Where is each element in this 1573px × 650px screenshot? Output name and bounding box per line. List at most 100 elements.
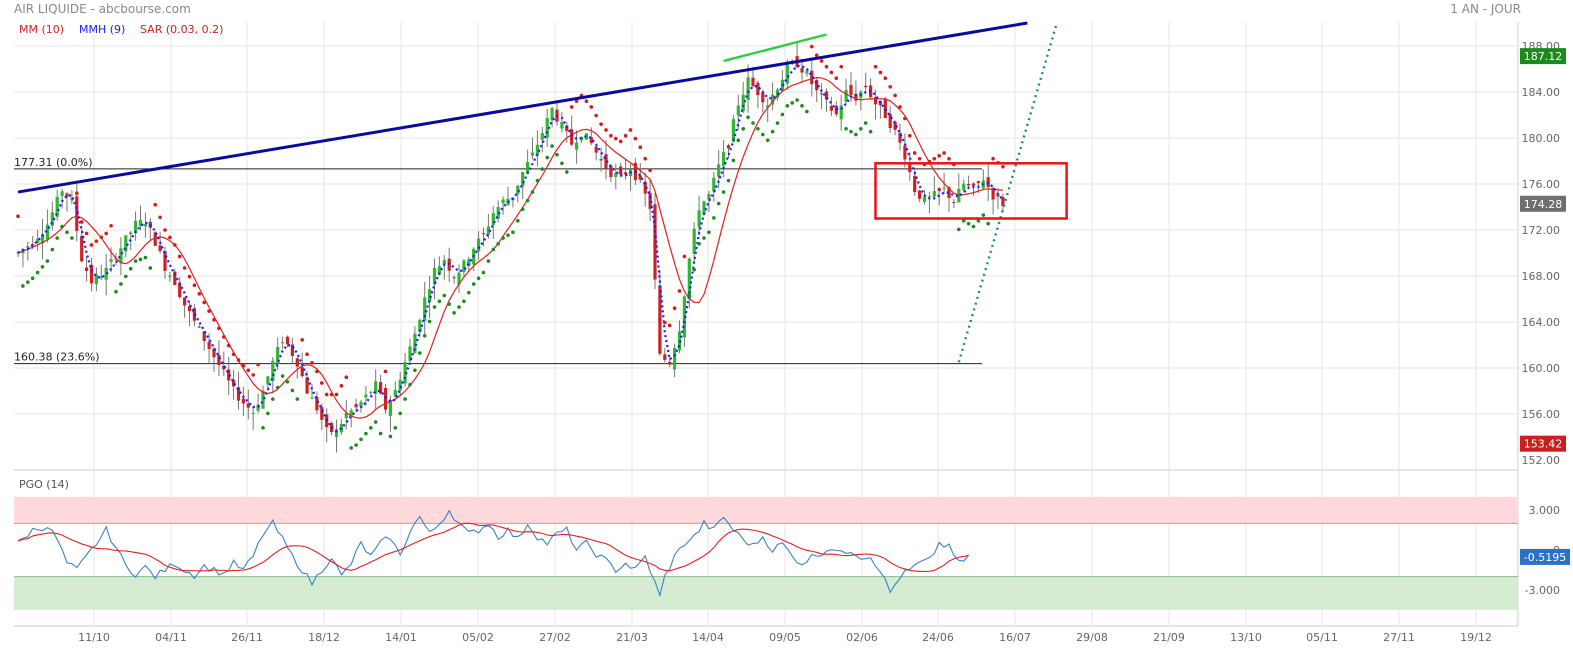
x-tick-label: 27/02 [539, 631, 571, 644]
chart-header: AIR LIQUIDE - abcbourse.com 1 AN - JOUR [0, 0, 1573, 18]
sar-dot [486, 259, 491, 263]
candle-body [369, 392, 373, 394]
sar-dot [295, 397, 300, 401]
candle-body [178, 283, 182, 298]
candle-body [878, 101, 882, 106]
candle-body [638, 175, 642, 180]
candle-body [922, 197, 927, 202]
candle-body [976, 181, 980, 184]
sar-dot [854, 132, 858, 137]
sar-dot [124, 274, 128, 279]
candle-body [864, 85, 868, 88]
sar-dot [618, 139, 623, 144]
candle-body [163, 251, 167, 271]
candle-body [717, 164, 721, 177]
candle-body [290, 344, 294, 356]
sar-dot [476, 276, 481, 281]
pgo-value-label: -0.5195 [1524, 551, 1566, 564]
candle-body [810, 70, 814, 85]
sar-dot [60, 224, 64, 229]
sar-dot [30, 276, 35, 281]
sar-dot [824, 64, 829, 69]
candle-body [437, 266, 441, 275]
x-tick-label: 09/05 [769, 631, 801, 644]
sar-dot [226, 343, 231, 348]
sar-dot [329, 392, 334, 397]
candle-body [403, 362, 407, 384]
sar-dot [26, 280, 30, 284]
sar-dot [667, 323, 672, 328]
sar-dot [432, 305, 437, 309]
y-tick-label: 152.00 [1522, 454, 1561, 467]
candle-body [883, 98, 887, 118]
pgo-line [17, 509, 970, 598]
sar-dot [761, 132, 765, 137]
sar-dot [418, 351, 422, 355]
candle-body [462, 260, 466, 273]
sar-dot [555, 152, 559, 157]
candle-body [746, 77, 750, 100]
candle-body [619, 166, 623, 175]
sar-dot [143, 255, 148, 260]
y-tick-label: 172.00 [1522, 224, 1561, 237]
sar-dot [692, 267, 696, 272]
sar-dot [741, 127, 745, 131]
candle-body [187, 306, 192, 312]
candle-body [736, 105, 740, 116]
legend-sar: SAR (0.03, 0.2) [140, 23, 223, 36]
sar-dot [721, 190, 726, 194]
sar-dot [765, 138, 770, 143]
candle-body [722, 151, 726, 166]
sar-dot [261, 426, 265, 430]
sar-dot [599, 122, 603, 126]
candle-body [962, 183, 966, 191]
sar-dot [834, 76, 839, 80]
sar-dot [888, 85, 892, 89]
candle-body [119, 248, 123, 264]
candle-body [604, 154, 608, 169]
x-tick-label: 16/07 [999, 631, 1031, 644]
sar-dot [966, 221, 971, 226]
candle-body [153, 232, 157, 246]
pgo-y-tick-label: -3.000 [1525, 584, 1560, 597]
sar-dot [383, 369, 388, 374]
candle-body [854, 93, 858, 101]
candle-body [741, 94, 745, 112]
candle-body [530, 152, 535, 156]
sar-dot [55, 236, 59, 240]
sar-dot [462, 299, 466, 304]
y-tick-label: 168.00 [1522, 270, 1561, 283]
candle-body [908, 163, 912, 173]
candle-body [918, 190, 922, 199]
candle-body [134, 220, 138, 234]
sar-dot [339, 384, 344, 388]
x-tick-label: 13/10 [1230, 631, 1262, 644]
sar-dot [158, 215, 162, 220]
candle-body [707, 194, 711, 200]
sar-dot [525, 198, 530, 203]
candle-body [383, 388, 388, 410]
candle-body [266, 376, 270, 385]
sar-dot [790, 101, 794, 105]
sar-dot [197, 292, 202, 296]
candle-body [408, 346, 412, 361]
candle-body [653, 204, 657, 280]
candle-body [609, 165, 613, 177]
candle-body [991, 187, 995, 200]
sar-dot [109, 223, 113, 228]
sar-dot [70, 236, 74, 240]
candle-body [516, 185, 520, 195]
candle-body [124, 235, 128, 252]
price-tag-box [1520, 195, 1566, 212]
mm-10-line [17, 77, 1003, 419]
candle-body [540, 133, 544, 140]
sar-dot [937, 154, 941, 158]
candle-body [320, 407, 324, 420]
candle-body [829, 106, 833, 111]
candle-body [668, 361, 672, 365]
price-tag-label: 187.12 [1524, 50, 1563, 63]
sar-dot [672, 306, 677, 311]
candle-body [486, 226, 490, 235]
sar-dot [986, 221, 990, 226]
sar-dot [471, 282, 476, 286]
